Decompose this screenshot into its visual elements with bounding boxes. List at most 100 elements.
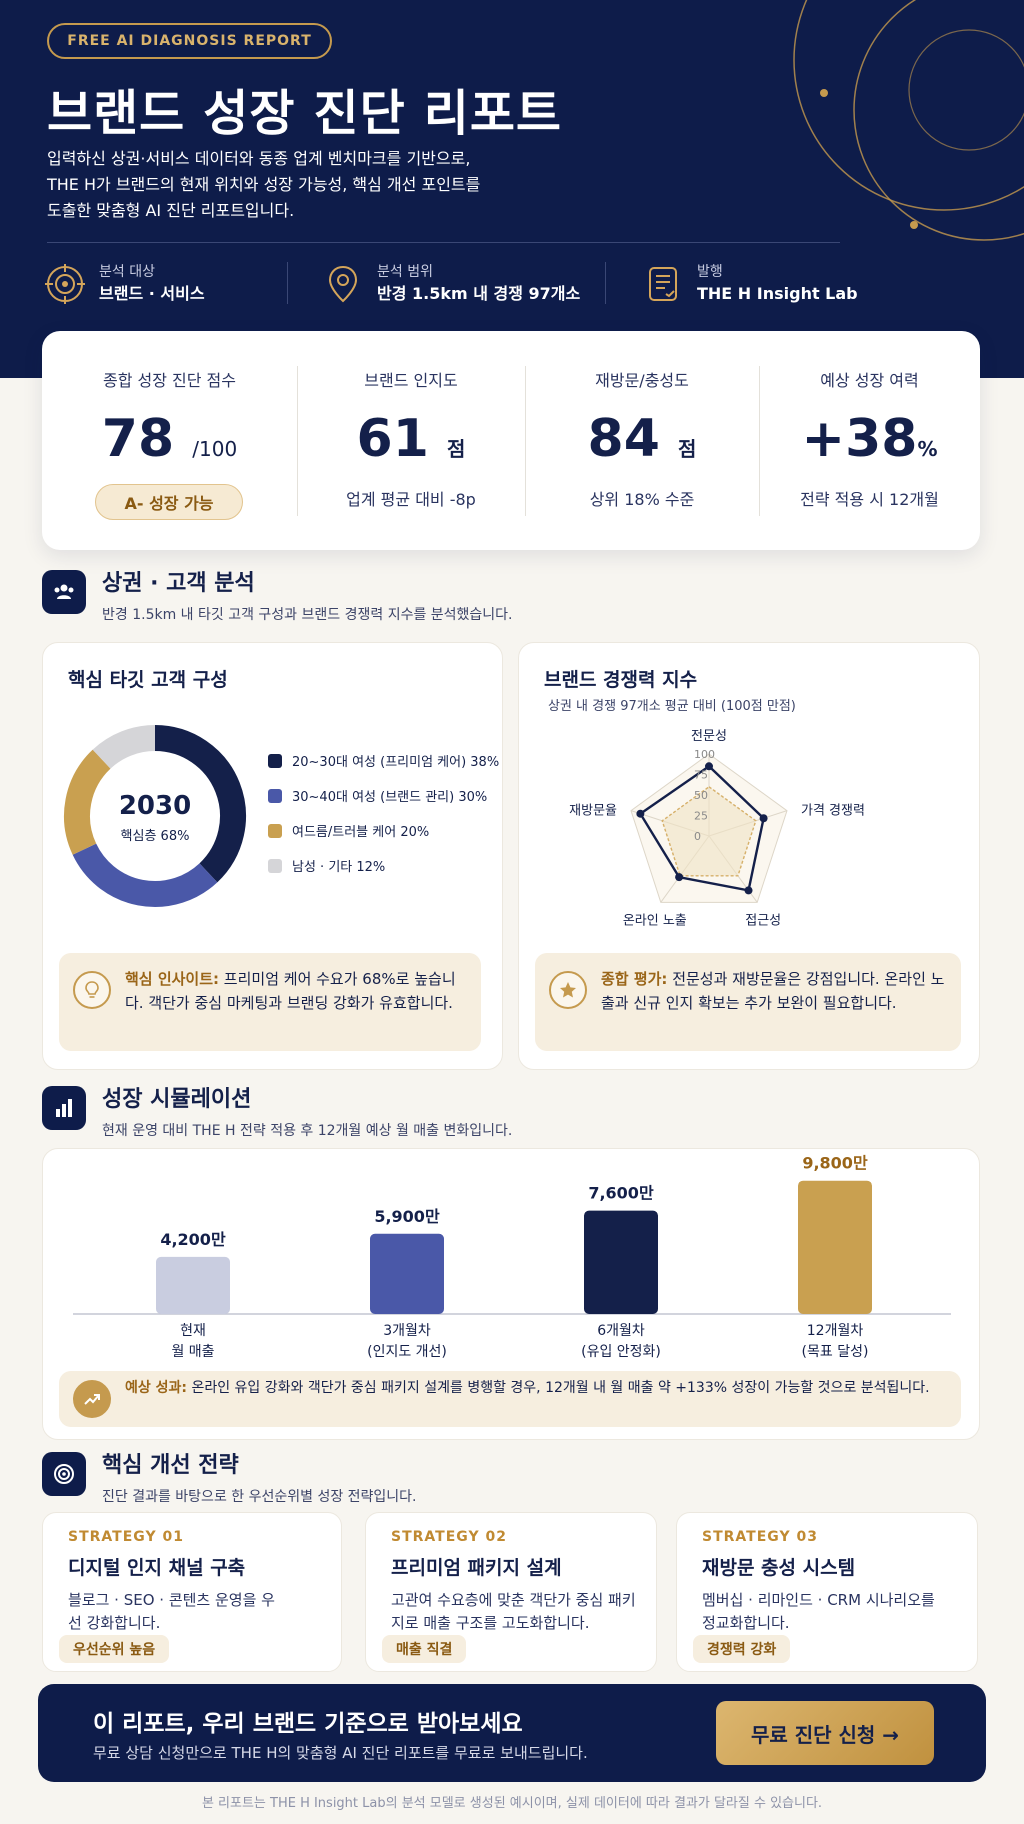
donut-center-label: 핵심층 68% [120,829,190,844]
bar-category-label: 6개월차 (유입 안정화) [581,1323,661,1360]
bar-value-label: 9,800만 [802,1154,868,1173]
strategy-card-3: STRATEGY 03 재방문 충성 시스템 멤버십 · 리마인드 · CRM … [676,1512,978,1672]
score-separator [297,366,298,516]
score-separator [525,366,526,516]
score-awareness: 브랜드 인지도 61 점 업계 평균 대비 -8p [346,371,476,509]
users-icon [42,570,86,614]
card-subtitle: 상권 내 경쟁 97개소 평균 대비 (100점 만점) [548,699,796,714]
legend-item: 30~40대 여성 (브랜드 관리) 30% [268,778,499,813]
meta-scope: 분석 범위 반경 1.5km 내 경쟁 97개소 [323,262,580,306]
insight-box: 핵심 인사이트: 프리미엄 케어 수요가 68%로 높습니다. 객단가 중심 마… [59,953,481,1051]
evaluation-box: 종합 평가: 전문성과 재방문율은 강점입니다. 온라인 노출과 신규 인지 확… [535,953,961,1051]
radar-axis-label: 가격 경쟁력 [801,804,865,819]
radar-axis-label: 온라인 노출 [623,913,687,928]
donut-slice-3 [64,749,111,855]
score-growth: 예상 성장 여력 +38% 전략 적용 시 12개월 [800,371,939,509]
apply-diagnosis-button[interactable]: 무료 진단 신청 → [716,1701,934,1765]
target-customer-card: 핵심 타깃 고객 구성 2030 핵심층 68% 20~30대 여성 (프리미엄… [42,642,503,1070]
donut-slice-1 [154,725,246,883]
bar-1 [156,1256,230,1314]
radar-average-series [661,785,757,877]
strategy-tag: 경쟁력 강화 [693,1635,791,1663]
section-subtitle: 현재 운영 대비 THE H 전략 적용 후 12개월 예상 월 매출 변화입니… [102,1123,513,1139]
donut-center-value: 2030 [118,791,192,821]
target-icon [42,1452,86,1496]
donut-legend: 20~30대 여성 (프리미엄 케어) 38% 30~40대 여성 (브랜드 관… [268,743,499,883]
score-separator [759,366,760,516]
cta-banner: 이 리포트, 우리 브랜드 기준으로 받아보세요 무료 상담 신청만으로 THE… [38,1684,986,1782]
target-icon [45,264,85,304]
card-title: 브랜드 경쟁력 지수 [544,669,698,691]
section-title: 성장 시뮬레이션 [102,1087,252,1112]
report-badge: FREE AI DIAGNOSIS REPORT [47,23,332,59]
divider [47,242,840,243]
lightbulb-icon [73,971,111,1009]
bar-category-label: 12개월차 (목표 달성) [801,1323,869,1360]
grade-badge: A- 성장 가능 [95,484,243,520]
strategy-tag: 우선순위 높음 [59,1635,170,1663]
meta-target: 분석 대상 브랜드 · 서비스 [45,262,205,306]
bar-chart: 4,200만 5,900만 7,600만 9,800만 [73,1154,951,1315]
radar-point [705,762,713,771]
cta-subtitle: 무료 상담 신청만으로 THE H의 맞춤형 AI 진단 리포트를 무료로 보내… [93,1744,588,1762]
location-pin-icon [328,265,358,303]
cta-title: 이 리포트, 우리 브랜드 기준으로 받아보세요 [93,1711,523,1737]
donut-chart [64,725,246,907]
card-title: 핵심 타깃 고객 구성 [68,669,228,691]
bar-category-label: 현재 월 매출 [171,1323,215,1360]
score-overall: 종합 성장 진단 점수 78 /100 A- 성장 가능 [42,331,297,550]
meta-separator [605,262,606,304]
radar-axis-label: 재방문율 [569,804,617,819]
trend-up-icon [73,1380,111,1418]
radar-axis-label: 전문성 [691,729,727,744]
bar-2 [370,1233,444,1314]
score-summary-card: 종합 성장 진단 점수 78 /100 A- 성장 가능 브랜드 인지도 61 … [42,331,980,550]
bar-3 [584,1210,658,1314]
legend-item: 여드름/트러블 케어 20% [268,813,499,848]
radar-point [675,873,684,882]
radar-tick-label: 25 [694,810,708,823]
bar-category-label: 3개월차 (인지도 개선) [367,1323,447,1360]
bar-4 [798,1180,872,1314]
growth-note: 예상 성과: 온라인 유입 강화와 객단가 중심 패키지 설계를 병행할 경우,… [59,1371,961,1427]
section-subtitle: 진단 결과를 바탕으로 한 우선순위별 성장 전략입니다. [102,1489,417,1505]
hero-banner: FREE AI DIAGNOSIS REPORT 브랜드 성장 진단 리포트 입… [0,0,1024,378]
strategy-tag: 매출 직결 [382,1635,467,1663]
meta-separator [287,262,288,304]
section-header-growth: 성장 시뮬레이션 현재 운영 대비 THE H 전략 적용 후 12개월 예상 … [42,1086,512,1140]
donut-slice-2 [72,843,218,907]
footer-disclaimer: 본 리포트는 THE H Insight Lab의 분석 모델로 생성된 예시이… [201,1796,823,1811]
radar-tick-label: 100 [694,748,715,761]
growth-chart-card: 4,200만 5,900만 7,600만 9,800만 현재 월 매출 3개월차 (인지도 … [42,1148,980,1440]
bar-chart-icon [42,1086,86,1130]
legend-item: 20~30대 여성 (프리미엄 케어) 38% [268,743,499,778]
section-header-strategy: 핵심 개선 전략 진단 결과를 바탕으로 한 우선순위별 성장 전략입니다. [42,1452,417,1506]
radar-tick-label: 50 [694,789,708,802]
radar-tick-label: 0 [694,830,701,843]
section-title: 핵심 개선 전략 [102,1453,239,1478]
page-title: 브랜드 성장 진단 리포트 [47,85,562,142]
score-loyalty: 재방문/충성도 84 점 상위 18% 수준 [587,371,697,509]
legend-item: 남성 · 기타 12% [268,848,499,883]
document-icon [649,267,677,301]
radar-point [759,814,768,823]
radar-point [744,886,753,895]
radar-brand-series [638,764,765,892]
meta-publisher: 발행 THE H Insight Lab [643,262,858,306]
bar-value-label: 5,900만 [374,1207,440,1226]
bar-value-label: 7,600만 [588,1184,654,1203]
strategy-card-2: STRATEGY 02 프리미엄 패키지 설계 고관여 수요층에 맞춘 객단가 … [365,1512,657,1672]
decorative-circles [793,0,1024,241]
strategy-card-1: STRATEGY 01 디지털 인지 채널 구축 블로그 · SEO · 콘텐츠… [42,1512,342,1672]
star-icon [549,971,587,1009]
radar-axis-label: 접근성 [745,913,781,928]
radar-tick-label: 75 [694,769,708,782]
bar-value-label: 4,200만 [160,1230,226,1249]
donut-slice-4 [92,725,156,769]
hero-description: 입력하신 상권·서비스 데이터와 동종 업계 벤치마크를 기반으로, THE H… [47,149,481,220]
competitiveness-card: 브랜드 경쟁력 지수 상권 내 경쟁 97개소 평균 대비 (100점 만점) … [518,642,980,1070]
radar-point [636,809,645,818]
section-subtitle: 반경 1.5km 내 타깃 고객 구성과 브랜드 경쟁력 지수를 분석했습니다. [102,607,513,623]
section-title: 상권 · 고객 분석 [102,571,255,596]
